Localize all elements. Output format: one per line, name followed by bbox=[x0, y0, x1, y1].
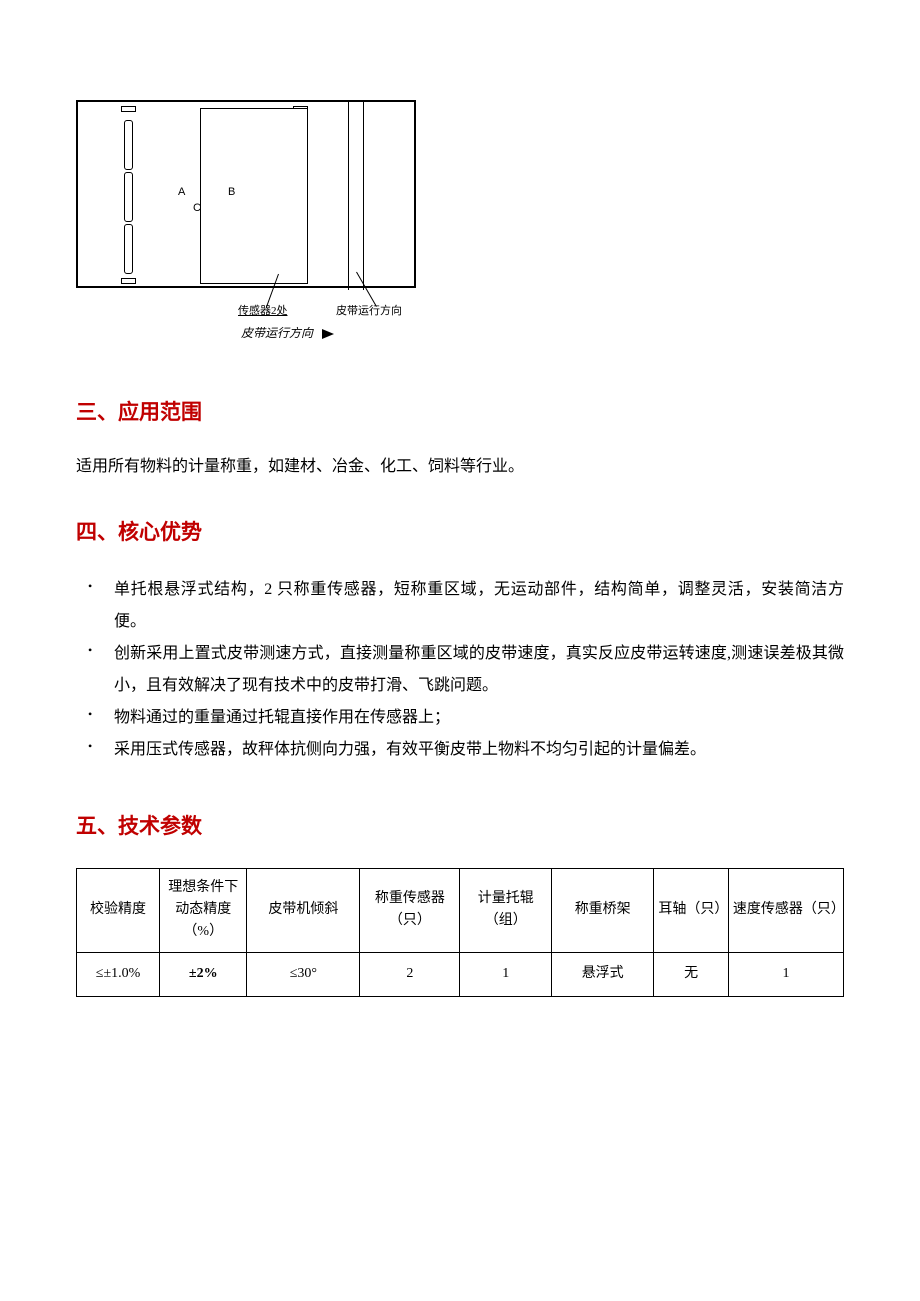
roller-left bbox=[124, 112, 139, 282]
vline bbox=[363, 102, 364, 290]
label-a: A bbox=[178, 186, 185, 198]
list-item: 物料通过的重量通过托辊直接作用在传感器上； bbox=[76, 702, 844, 734]
table-header-row: 校验精度 理想条件下动态精度（%） 皮带机倾斜 称重传感器（只） 计量托辊（组）… bbox=[77, 868, 844, 952]
td: 2 bbox=[360, 952, 460, 996]
section4-heading: 四、核心优势 bbox=[76, 516, 844, 546]
advantages-list: 单托根悬浮式结构，2 只称重传感器，短称重区域，无运动部件，结构简单，调整灵活，… bbox=[76, 574, 844, 766]
list-item: 单托根悬浮式结构，2 只称重传感器，短称重区域，无运动部件，结构简单，调整灵活，… bbox=[76, 574, 844, 638]
list-item: 采用压式传感器，故秤体抗侧向力强，有效平衡皮带上物料不均匀引起的计量偏差。 bbox=[76, 734, 844, 766]
td: 1 bbox=[460, 952, 552, 996]
td: ±2% bbox=[160, 952, 247, 996]
roller bbox=[124, 120, 133, 170]
direction-text: 皮带运行方向 bbox=[241, 326, 313, 340]
caption-sensor: 传感器2处 bbox=[238, 302, 288, 318]
td: ≤30° bbox=[247, 952, 360, 996]
th: 计量托辊（组） bbox=[460, 868, 552, 952]
vline bbox=[348, 102, 349, 290]
td: 悬浮式 bbox=[552, 952, 654, 996]
roller bbox=[124, 224, 133, 274]
th: 理想条件下动态精度（%） bbox=[160, 868, 247, 952]
td: 无 bbox=[654, 952, 729, 996]
th: 称重传感器（只） bbox=[360, 868, 460, 952]
label-b: B bbox=[228, 186, 235, 198]
th: 耳轴（只） bbox=[654, 868, 729, 952]
caption-direction-below: 皮带运行方向 bbox=[241, 324, 416, 341]
td: ≤±1.0% bbox=[77, 952, 160, 996]
th: 校验精度 bbox=[77, 868, 160, 952]
table-row: ≤±1.0% ±2% ≤30° 2 1 悬浮式 无 1 bbox=[77, 952, 844, 996]
section3-body: 适用所有物料的计量称重，如建材、冶金、化工、饲料等行业。 bbox=[76, 454, 844, 480]
inner-frame bbox=[200, 108, 308, 284]
section3-heading: 三、应用范围 bbox=[76, 396, 844, 426]
diagram-frame: A B C 传感器2处 皮带运行方向 bbox=[76, 100, 416, 288]
belt-scale-diagram: A B C 传感器2处 皮带运行方向 皮带运行方向 bbox=[76, 100, 416, 341]
th: 速度传感器（只） bbox=[728, 868, 843, 952]
list-item: 创新采用上置式皮带测速方式，直接测量称重区域的皮带速度，真实反应皮带运转速度,测… bbox=[76, 638, 844, 702]
th: 皮带机倾斜 bbox=[247, 868, 360, 952]
roller bbox=[124, 172, 133, 222]
params-table: 校验精度 理想条件下动态精度（%） 皮带机倾斜 称重传感器（只） 计量托辊（组）… bbox=[76, 868, 844, 997]
th: 称重桥架 bbox=[552, 868, 654, 952]
mount-top bbox=[121, 106, 136, 112]
label-c: C bbox=[193, 202, 201, 214]
td: 1 bbox=[728, 952, 843, 996]
section5-heading: 五、技术参数 bbox=[76, 810, 844, 840]
caption-direction-right: 皮带运行方向 bbox=[336, 302, 402, 318]
mount-bottom bbox=[121, 278, 136, 284]
arrow-icon bbox=[322, 329, 334, 339]
